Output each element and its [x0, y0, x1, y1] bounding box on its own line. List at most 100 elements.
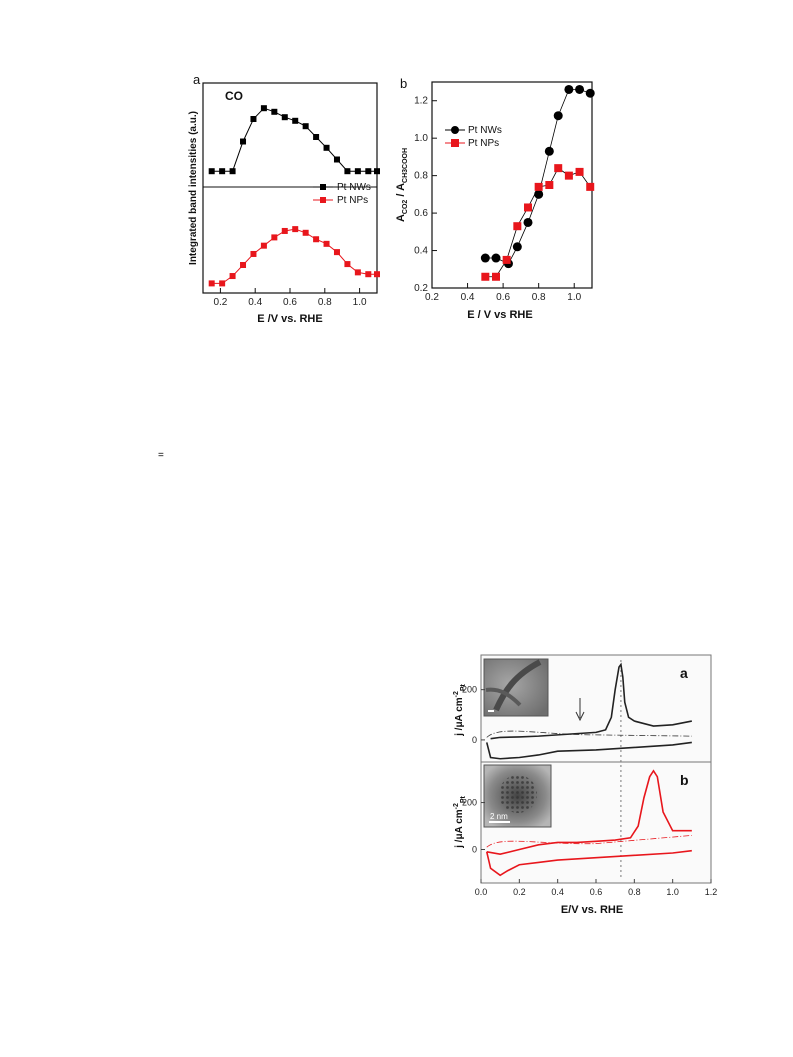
fig2-cv-curve	[486, 769, 692, 856]
fig1b-data-point	[512, 242, 522, 252]
fig1b-data-point	[575, 167, 584, 176]
fig1a-xtick-label: 0.8	[318, 297, 332, 308]
fig1a-data-point	[240, 138, 247, 145]
fig1a-data-point	[365, 168, 372, 175]
fig1b-xtick-label: 0.6	[496, 292, 510, 303]
fig1a-data-point	[271, 234, 278, 241]
fig1a-data-point	[302, 123, 309, 130]
stray-equals-mark: =	[158, 450, 164, 461]
fig1b-data-point	[491, 253, 501, 263]
legend-marker-pt-nws	[451, 126, 459, 134]
fig1b-ytick-label: 0.2	[414, 283, 428, 294]
fig1a-panel-label: a	[193, 72, 201, 87]
fig2-baseline-bottom	[486, 835, 692, 848]
fig2-ylabel-bottom-sup: -2	[453, 803, 460, 809]
fig1b-xtick-label: 0.4	[461, 292, 475, 303]
fig1a-data-point	[219, 280, 226, 287]
fig2-ylabel-top: j /μA cm-2Pt	[453, 683, 467, 736]
tem-image-nanowires	[483, 658, 549, 717]
fig1a-data-point	[313, 236, 320, 243]
fig1a-xlabel: E /V vs. RHE	[257, 313, 322, 325]
fig1a-data-point	[240, 262, 247, 268]
legend-marker-pt-nps	[320, 197, 326, 203]
fig1a-data-point	[313, 134, 320, 140]
fig1a-xtick-label: 0.4	[248, 297, 262, 308]
fig1a-xtick-label: 1.0	[353, 297, 367, 308]
fig1a-data-point	[208, 168, 215, 175]
fig1a-data-point	[260, 242, 267, 249]
fig1a-data-point	[250, 250, 257, 257]
fig1b-data-point	[553, 111, 563, 121]
fig1b-legend: Pt NWs Pt NPs	[445, 125, 502, 149]
fig2-cv-curve	[485, 741, 692, 760]
fig2-baseline-top	[486, 730, 692, 738]
fig2-xtick-label: 0.0	[475, 887, 488, 897]
fig2-xtick-label: 0.8	[628, 887, 641, 897]
fig1a-data-point	[229, 168, 236, 175]
fig1b-xtick-label: 0.8	[532, 292, 546, 303]
fig2-xtick-label: 1.2	[705, 887, 718, 897]
fig2-panel-a-label: a	[680, 665, 688, 681]
fig1a-data-point	[344, 168, 351, 175]
fig1a-data-point	[302, 229, 309, 236]
fig2-ytick-top-label: 0	[472, 735, 477, 745]
fig2-xtick-label: 1.0	[666, 887, 679, 897]
fig1a-data-point	[365, 271, 372, 278]
fig1b-data-point	[534, 189, 544, 199]
tem-image-nanoparticle: 2 nm	[483, 764, 552, 828]
fig2-ylabel-bottom: j /μA cm-2Pt	[453, 795, 467, 848]
fig2-ylabel-top-sub: Pt	[460, 683, 467, 691]
fig2-ticks: 0.0 0.2 0.4 0.6 0.8 1.0 1.2 0 200 0 200	[462, 685, 717, 897]
fig1b-xlabel: E / V vs RHE	[467, 309, 532, 321]
fig2-series	[485, 660, 692, 880]
fig1a-xtick-label: 0.6	[283, 297, 297, 308]
scale-bar-label: 2 nm	[490, 812, 508, 821]
fig1b-data-point	[564, 171, 573, 180]
fig2-ytick-top-label: 200	[462, 685, 477, 695]
fig1a-series-line	[211, 228, 377, 284]
fig1b-series-line	[485, 89, 591, 265]
fig1a-data-point	[292, 226, 299, 233]
fig1a-data-point	[354, 269, 361, 276]
fig1b-data-point	[564, 84, 574, 94]
fig1b-ylabel-sub2: CH3COOH	[402, 148, 409, 183]
fig1a-data-point	[260, 105, 267, 112]
fig2-ytick-bottom-label: 0	[472, 844, 477, 854]
legend-marker-pt-nps	[451, 139, 459, 147]
fig1b-data-point	[534, 182, 543, 191]
fig1b-data-point	[575, 84, 585, 94]
fig1a-data-point	[208, 280, 215, 287]
fig2-panel-b-label: b	[680, 772, 689, 788]
fig1b-data-point	[524, 203, 532, 212]
fig2-xlabel: E/V vs. RHE	[561, 904, 623, 916]
fig1a-co-annotation: CO	[225, 89, 243, 103]
fig1b-xtick-label: 1.0	[567, 292, 581, 303]
fig1b-data-point	[545, 181, 554, 189]
fig1a-series-line	[211, 107, 377, 172]
fig1a-data-point	[281, 227, 288, 234]
fig1a-data-point	[374, 271, 380, 278]
fig1a-ylabel: Integrated band intensities (a.u.)	[188, 111, 199, 265]
legend-label-pt-nps: Pt NPs	[468, 138, 499, 149]
fig1b-ticks: 0.2 0.4 0.6 0.8 1.0 0.2 0.4 0.6 0.8 1.0 1.2	[414, 96, 582, 303]
legend-label-pt-nps: Pt NPs	[337, 195, 368, 206]
fig2-xtick-label: 0.4	[551, 887, 564, 897]
legend-label-pt-nws: Pt NWs	[337, 182, 371, 193]
fig1a-data-point	[219, 168, 226, 175]
fig2-cv-curve	[490, 662, 692, 740]
fig1b-xtick-label: 0.2	[425, 292, 439, 303]
fig1a-data-point	[333, 156, 340, 163]
fig1b-ytick-label: 0.4	[414, 246, 428, 257]
fig1b-data-point	[480, 253, 490, 263]
fig1b-series	[480, 84, 595, 281]
fig1b-ytick-label: 0.6	[414, 208, 428, 219]
fig1a-xtick-label: 0.2	[213, 297, 227, 308]
fig1b-ylabel-mid: / A	[395, 183, 407, 200]
fig1a-data-point	[323, 240, 330, 247]
fig1b-ytick-label: 1.0	[414, 133, 428, 144]
fig1b-data-point	[513, 222, 522, 231]
fig1-panel-b: b ACO2 / ACH3COOH E / V vs RHE 0.2 0.4 0.6…	[395, 76, 595, 321]
fig1b-data-point	[492, 272, 500, 281]
fig1b-ytick-label: 1.2	[414, 96, 428, 107]
fig2-ytick-bottom-label: 200	[462, 798, 477, 808]
